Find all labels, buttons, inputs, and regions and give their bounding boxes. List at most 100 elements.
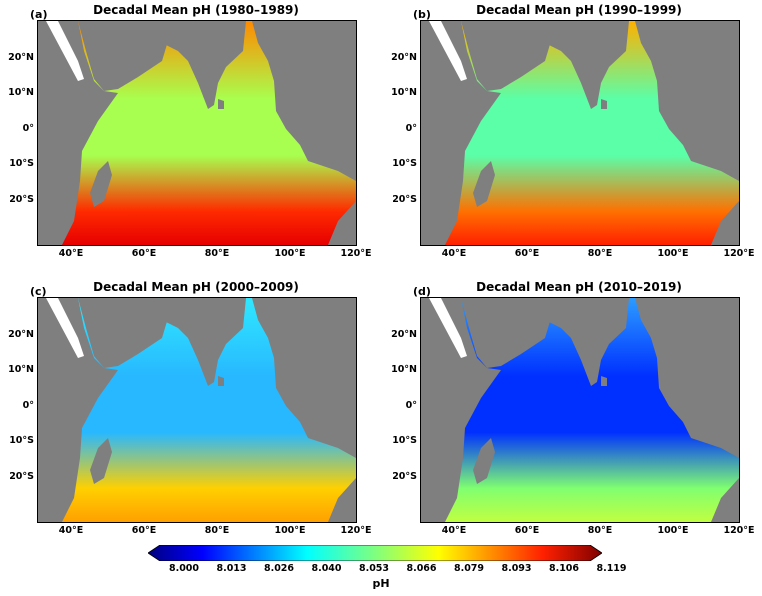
map-area: [420, 297, 740, 523]
panel-label: (b): [413, 8, 431, 21]
map-area: [420, 20, 740, 246]
arabia-landmass: [78, 21, 168, 91]
latitude-label: 10°N: [8, 87, 34, 98]
panel-label: (a): [30, 8, 48, 21]
latitude-label: 10°S: [9, 435, 34, 446]
southeast-asia-landmass: [252, 21, 356, 181]
latitude-label: 10°S: [392, 435, 417, 446]
arabia-landmass: [461, 21, 551, 91]
colorbar: [147, 544, 603, 562]
longitude-label: 60°E: [514, 525, 540, 536]
longitude-label: 80°E: [587, 248, 613, 259]
longitude-label: 120°E: [340, 525, 372, 536]
latitude-label: 20°S: [392, 471, 417, 482]
longitude-label: 60°E: [131, 248, 157, 259]
sri-lanka: [218, 99, 224, 109]
longitude-label: 60°E: [131, 525, 157, 536]
latitude-label: 20°S: [392, 194, 417, 205]
arabia-landmass: [78, 298, 168, 368]
madagascar: [90, 438, 112, 484]
panel-title: Decadal Mean pH (1980–1989): [93, 3, 299, 17]
map-panel-4: Decadal Mean pH (2010–2019): [383, 277, 762, 562]
colorbar-tick: 8.093: [501, 563, 532, 574]
latitude-label: 20°N: [391, 52, 417, 63]
latitude-label: 20°N: [8, 329, 34, 340]
colorbar-tick: 8.119: [596, 563, 627, 574]
longitude-label: 40°E: [58, 248, 84, 259]
longitude-label: 40°E: [441, 525, 467, 536]
arabia-landmass: [461, 298, 551, 368]
colorbar-tick: 8.053: [358, 563, 390, 574]
africa-landmass: [421, 298, 501, 522]
longitude-label: 120°E: [723, 248, 755, 259]
india-landmass: [158, 298, 246, 386]
panel-label: (d): [413, 285, 431, 298]
sri-lanka: [218, 376, 224, 386]
africa-landmass: [38, 298, 118, 522]
longitude-label: 100°E: [657, 248, 689, 259]
red-sea: [46, 298, 84, 358]
latitude-label: 10°N: [391, 364, 417, 375]
southeast-asia-landmass: [635, 21, 739, 181]
australia-landmass: [711, 201, 739, 245]
australia-landmass: [328, 201, 356, 245]
latitude-label: 20°S: [9, 194, 34, 205]
panel-label: (c): [30, 285, 47, 298]
longitude-label: 40°E: [58, 525, 84, 536]
red-sea: [46, 21, 84, 81]
longitude-label: 60°E: [514, 248, 540, 259]
latitude-label: 0°: [22, 400, 34, 411]
longitude-label: 100°E: [657, 525, 689, 536]
madagascar: [90, 161, 112, 207]
africa-landmass: [38, 21, 118, 245]
latitude-label: 10°S: [9, 158, 34, 169]
colorbar-tick: 8.000: [168, 563, 200, 574]
longitude-label: 100°E: [274, 525, 306, 536]
map-area: [37, 297, 357, 523]
panel-title: Decadal Mean pH (2000–2009): [93, 280, 299, 294]
southeast-asia-landmass: [252, 298, 356, 458]
latitude-label: 0°: [405, 400, 417, 411]
colorbar-tick: 8.040: [311, 563, 342, 574]
latitude-label: 10°N: [391, 87, 417, 98]
southeast-asia-landmass: [635, 298, 739, 458]
longitude-label: 80°E: [587, 525, 613, 536]
madagascar: [473, 438, 495, 484]
india-landmass: [541, 21, 629, 109]
panel-title: Decadal Mean pH (1990–1999): [476, 3, 682, 17]
india-landmass: [158, 21, 246, 109]
longitude-label: 120°E: [723, 525, 755, 536]
map-area: [37, 20, 357, 246]
colorbar-tick: 8.106: [548, 563, 580, 574]
latitude-label: 10°N: [8, 364, 34, 375]
latitude-label: 0°: [22, 123, 34, 134]
sri-lanka: [601, 99, 607, 109]
map-panel-2: Decadal Mean pH (1990–1999): [383, 0, 762, 285]
red-sea: [429, 298, 467, 358]
longitude-label: 80°E: [204, 248, 230, 259]
africa-landmass: [421, 21, 501, 245]
map-panel-3: Decadal Mean pH (2000–2009): [0, 277, 380, 562]
colorbar-tick: 8.066: [406, 563, 437, 574]
map-panel-1: Decadal Mean pH (1980–1989): [0, 0, 380, 285]
latitude-label: 20°S: [9, 471, 34, 482]
longitude-label: 80°E: [204, 525, 230, 536]
colorbar-tick: 8.079: [453, 563, 485, 574]
latitude-label: 20°N: [391, 329, 417, 340]
longitude-label: 120°E: [340, 248, 372, 259]
india-landmass: [541, 298, 629, 386]
panel-title: Decadal Mean pH (2010–2019): [476, 280, 682, 294]
colorbar-tick: 8.026: [263, 563, 295, 574]
sri-lanka: [601, 376, 607, 386]
latitude-label: 0°: [405, 123, 417, 134]
longitude-label: 100°E: [274, 248, 306, 259]
madagascar: [473, 161, 495, 207]
australia-landmass: [711, 478, 739, 522]
colorbar-label: pH: [372, 577, 390, 590]
latitude-label: 10°S: [392, 158, 417, 169]
colorbar-tick: 8.013: [216, 563, 247, 574]
latitude-label: 20°N: [8, 52, 34, 63]
red-sea: [429, 21, 467, 81]
australia-landmass: [328, 478, 356, 522]
longitude-label: 40°E: [441, 248, 467, 259]
